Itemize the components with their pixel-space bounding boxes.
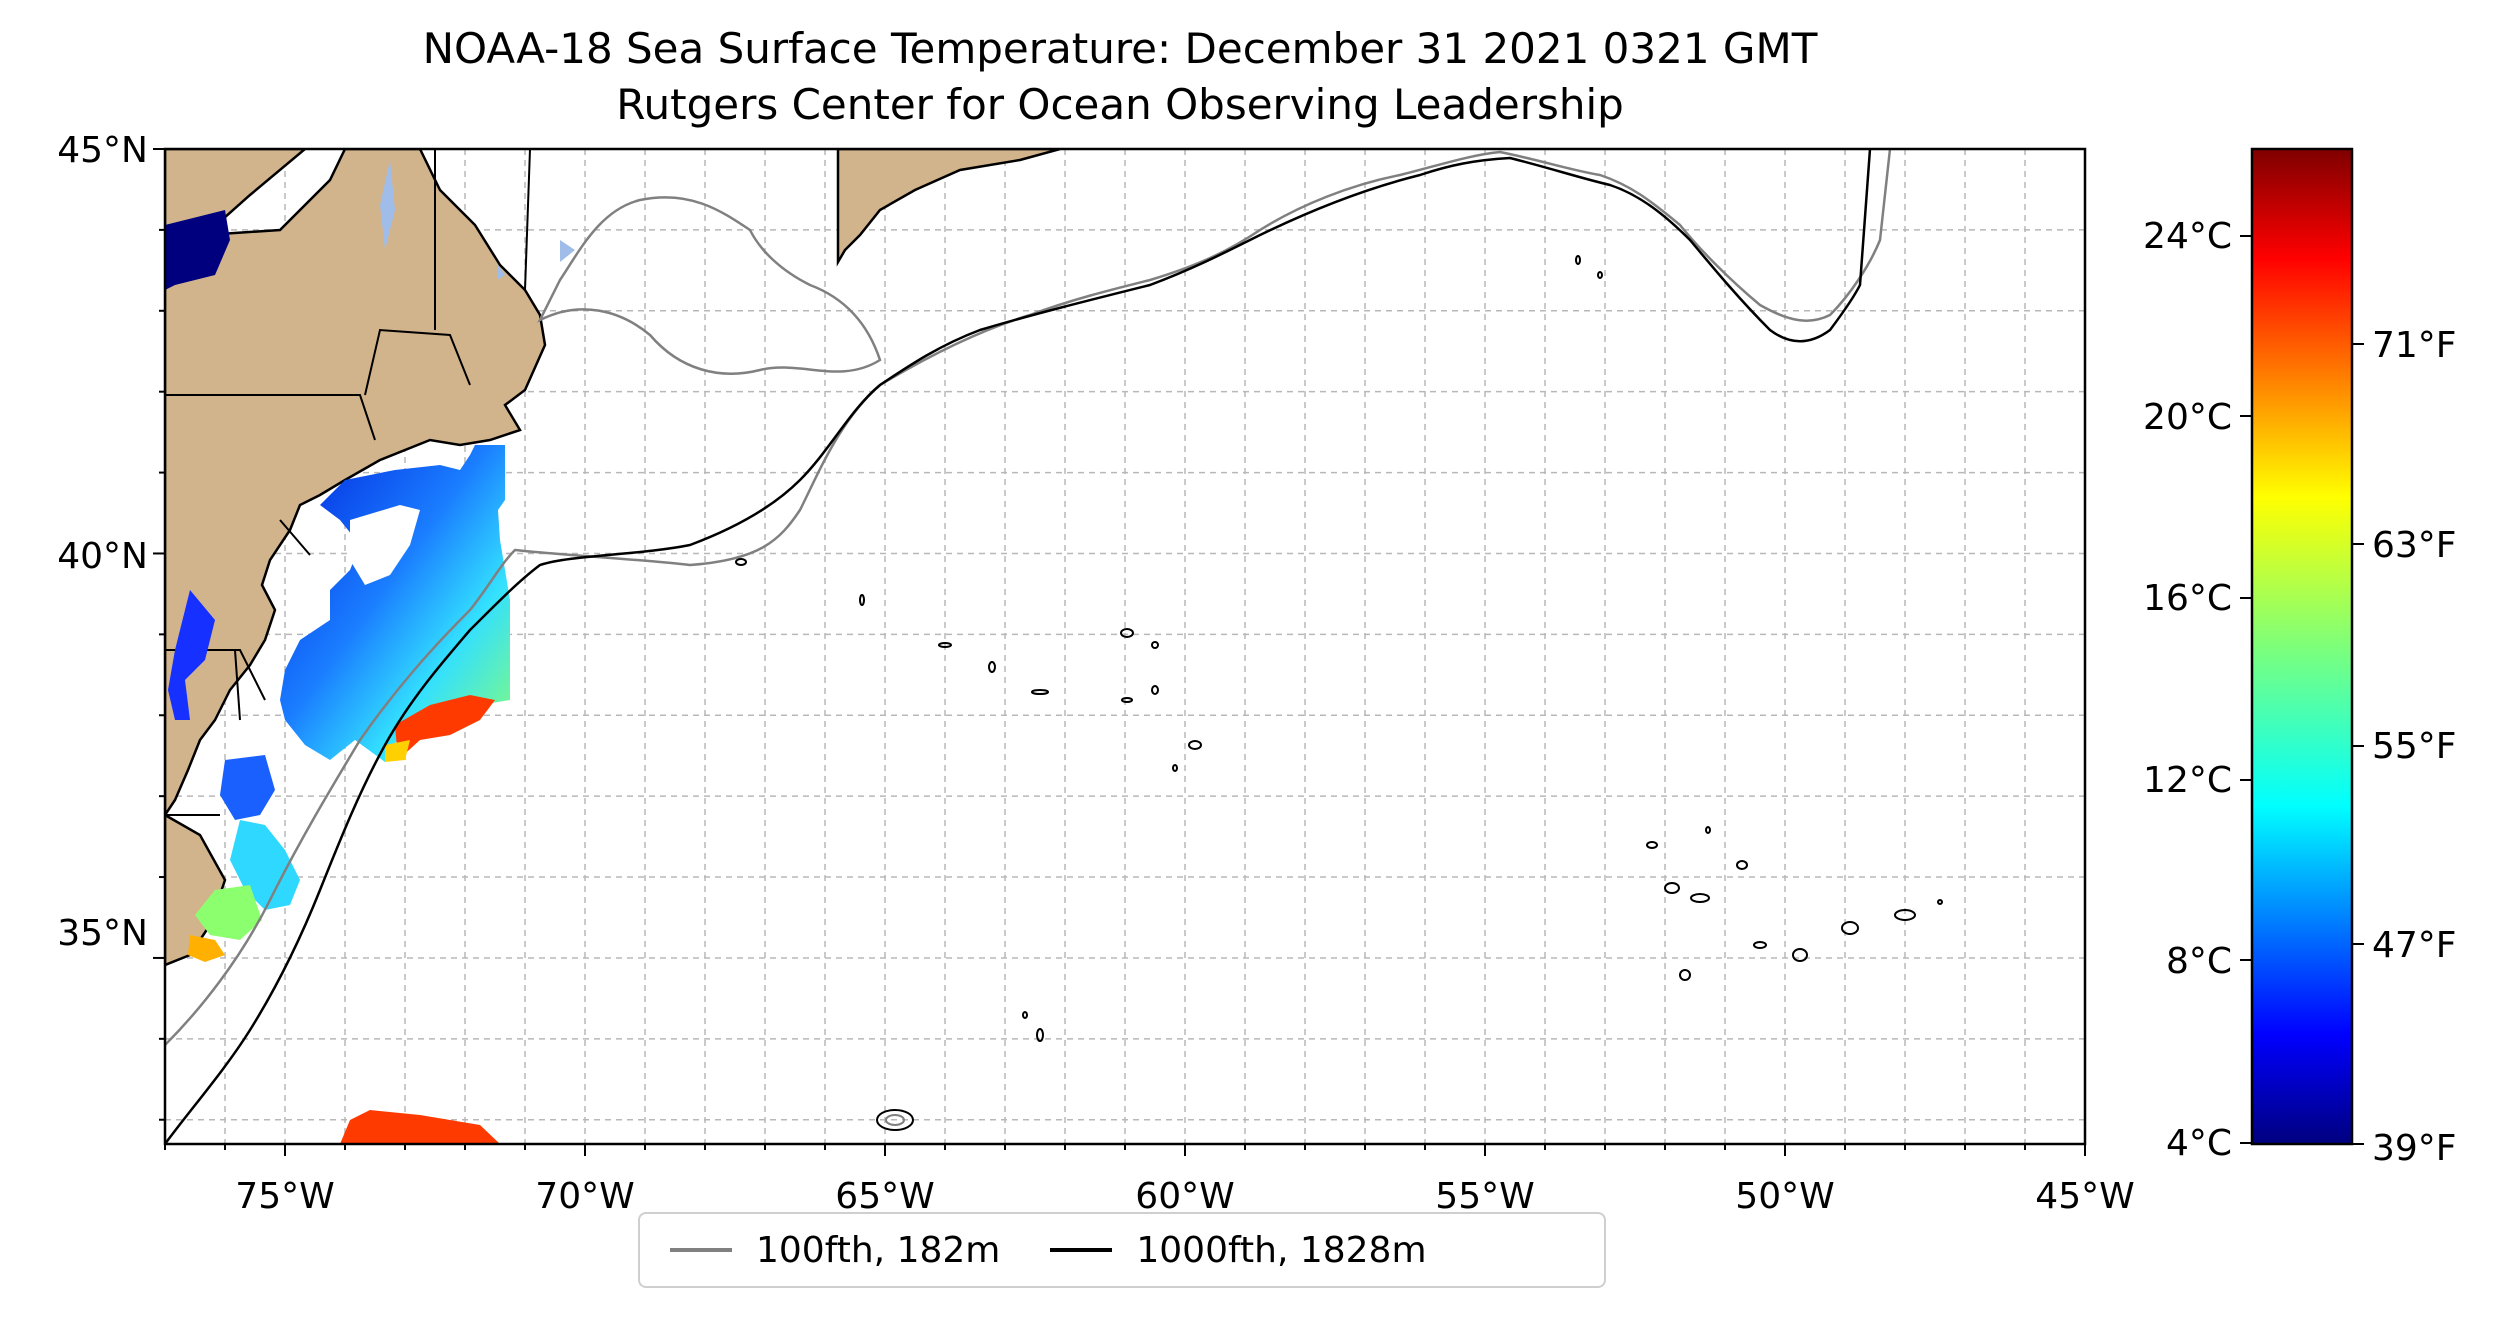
lon-tick-labels: 75°W 70°W 65°W 60°W 55°W 50°W 45°W [235,1176,2134,1217]
fahrenheit-tick-label: 39°F [2372,1128,2457,1169]
map-area [165,149,2085,1144]
legend-line-black [1050,1248,1113,1252]
isobath-100fth-gom [537,196,882,375]
colorbar: 4°C 8°C 12°C 16°C 20°C 24°C 39°F 47°F 55… [2143,147,2457,1169]
fahrenheit-tick-label: 55°F [2372,726,2457,767]
fahrenheit-tick-label: 47°F [2372,925,2457,966]
celsius-tick-label: 24°C [2143,216,2232,257]
land-mass-maritimes [836,149,1061,267]
legend-label: 100fth, 182m [756,1229,1001,1271]
lat-ticks [153,148,165,1121]
lon-tick-label: 60°W [1135,1176,1234,1217]
isobath-1000fth [165,149,1872,1144]
lon-tick-label: 45°W [2035,1176,2134,1217]
legend-item-1000fth: 1000fth, 1828m [1050,1229,1427,1271]
lon-tick-label: 65°W [835,1176,934,1217]
land-mass [165,149,547,818]
colorbar-ticks-fahrenheit [2352,343,2364,1145]
fahrenheit-tick-label: 71°F [2372,325,2457,366]
map-subtitle: Rutgers Center for Ocean Observing Leade… [616,80,1624,129]
lat-tick-labels: 35°N 40°N 45°N [57,130,148,954]
lon-tick-label: 75°W [235,1176,334,1217]
colorbar-gradient [2250,147,2354,1146]
celsius-tick-label: 12°C [2143,760,2232,801]
celsius-tick-label: 4°C [2166,1123,2232,1164]
map-title: NOAA-18 Sea Surface Temperature: Decembe… [422,24,1818,73]
lakes [380,160,575,280]
lat-tick-label: 45°N [57,130,148,171]
state-borders [165,149,531,816]
lon-ticks [164,1144,2086,1156]
colorbar-ticks-celsius [2240,235,2252,1144]
lon-tick-label: 55°W [1435,1176,1534,1217]
legend-item-100fth: 100fth, 182m [670,1230,1000,1271]
celsius-tick-label: 16°C [2143,578,2232,619]
sst-data [165,210,510,1144]
seamounts [735,255,1943,1131]
celsius-tick-label: 8°C [2166,941,2232,982]
lon-tick-label: 70°W [535,1176,634,1217]
lon-tick-label: 50°W [1735,1176,1834,1217]
fahrenheit-tick-label: 63°F [2372,525,2457,566]
legend-label: 1000fth, 1828m [1136,1229,1427,1271]
lat-tick-label: 40°N [57,536,148,577]
legend-line-gray [670,1248,732,1252]
legend: 100fth, 182m 1000fth, 1828m [638,1212,1606,1288]
celsius-tick-label: 20°C [2143,397,2232,438]
lat-tick-label: 35°N [57,913,148,954]
